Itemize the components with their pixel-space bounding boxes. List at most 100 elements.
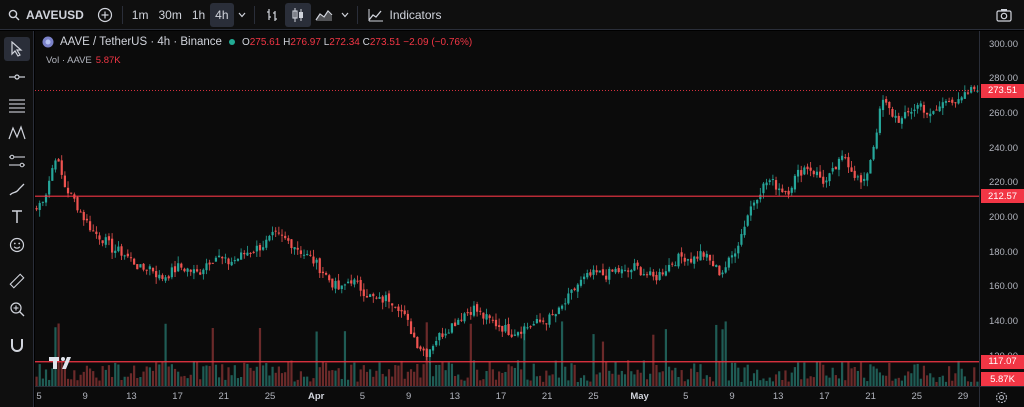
volume-bar [740, 381, 743, 386]
timeframe-1h[interactable]: 1h [191, 7, 206, 22]
candles-style-button[interactable] [284, 2, 311, 27]
volume-bar [598, 372, 601, 386]
volume-bar [306, 376, 309, 386]
candle [957, 99, 960, 104]
candle [384, 295, 387, 302]
volume-bar [485, 371, 488, 386]
volume-bar [293, 381, 296, 386]
volume-bar [941, 375, 944, 386]
chart-pane[interactable] [35, 31, 979, 386]
candle [652, 271, 655, 277]
volume-bar [431, 376, 435, 386]
trend-line-tool[interactable] [4, 65, 30, 89]
volume-bar [919, 378, 922, 386]
fib-tool[interactable] [4, 93, 30, 117]
area-style-button[interactable] [311, 3, 337, 27]
candle [504, 324, 507, 332]
candle [790, 187, 793, 193]
volume-bar [818, 361, 822, 386]
candle [598, 270, 601, 273]
candle [557, 307, 561, 314]
zoom-tool[interactable] [4, 297, 30, 321]
volume-bar [768, 377, 771, 386]
candle [419, 346, 422, 350]
time-tick: 17 [819, 391, 830, 402]
volume-bar [381, 373, 384, 386]
candle [365, 296, 369, 298]
volume-bar [255, 366, 258, 386]
price-tick: 300.00 [988, 38, 1018, 50]
volume-bar [271, 366, 274, 386]
candle [674, 265, 677, 267]
volume-bar [129, 373, 133, 386]
magnet-tool[interactable] [4, 333, 30, 357]
volume-bar [148, 367, 151, 386]
volume-bar [139, 377, 142, 386]
candle [601, 269, 605, 276]
candle [76, 197, 79, 211]
text-tool[interactable] [4, 205, 30, 229]
candle [642, 274, 645, 276]
timeframe-1m[interactable]: 1m [131, 7, 149, 22]
emoji-tool[interactable] [4, 233, 30, 257]
volume-bar [689, 368, 693, 386]
candle [246, 252, 249, 256]
drawing-toolbar [0, 31, 34, 407]
candle [328, 275, 331, 281]
volume-bar [630, 371, 633, 386]
volume-bar [82, 371, 85, 386]
measure-tool[interactable] [4, 269, 30, 293]
snapshot-button[interactable] [992, 3, 1016, 27]
price-tick: 220.00 [988, 177, 1018, 189]
chart-type-dropdown[interactable] [337, 3, 353, 27]
candle [960, 97, 963, 101]
time-tick: 5 [683, 391, 689, 402]
timeframe-30m[interactable]: 30m [158, 7, 182, 22]
pattern-icon [8, 125, 26, 140]
volume-bar [645, 379, 649, 386]
divider [253, 5, 255, 24]
candle [158, 274, 161, 279]
timeframe-4h[interactable]: 4h [210, 2, 234, 27]
candle [240, 252, 243, 260]
time-axis[interactable]: 5 9 13 17 21 25 Apr 5 9 13 17 21 25 May 5 9 13 17 21 25 29 [35, 386, 979, 407]
symbol-search[interactable]: AAVEUSD [0, 3, 92, 27]
time-tick: 29 [957, 391, 969, 402]
candle [63, 175, 66, 188]
candle [177, 263, 180, 272]
cursor-tool[interactable] [4, 37, 30, 61]
compare-symbol-button[interactable] [92, 3, 118, 27]
volume-bar [123, 376, 126, 386]
timeframe-dropdown[interactable] [234, 3, 250, 27]
volume-bar [677, 376, 680, 386]
volume-bar [551, 374, 554, 386]
volume-bar [513, 367, 516, 386]
volume-bar [167, 366, 170, 386]
candle [948, 100, 951, 102]
volume-bar [702, 378, 705, 386]
candle [214, 257, 218, 262]
indicators-button[interactable]: Indicators [362, 3, 448, 27]
candle [702, 252, 705, 257]
candle [488, 315, 491, 319]
brush-tool[interactable] [4, 177, 30, 201]
volume-bar [488, 361, 491, 386]
candle [910, 111, 913, 114]
price-axis[interactable]: 300.00 280.00 260.00 240.00 220.00 200.00 180.… [979, 31, 1024, 386]
candle [82, 211, 85, 221]
bar-style-button[interactable] [259, 3, 285, 27]
candle [372, 293, 375, 297]
candle [831, 168, 834, 172]
candle [252, 251, 255, 253]
candle [44, 194, 48, 203]
forecast-tool[interactable] [4, 149, 30, 173]
pattern-tool[interactable] [4, 121, 30, 145]
candle [869, 160, 872, 174]
candle [689, 258, 693, 263]
candle [664, 271, 668, 276]
axis-settings[interactable] [979, 386, 1024, 407]
settings-icon [995, 391, 1008, 404]
candle [117, 246, 120, 252]
volume-bar [328, 370, 331, 386]
candle [727, 257, 730, 268]
